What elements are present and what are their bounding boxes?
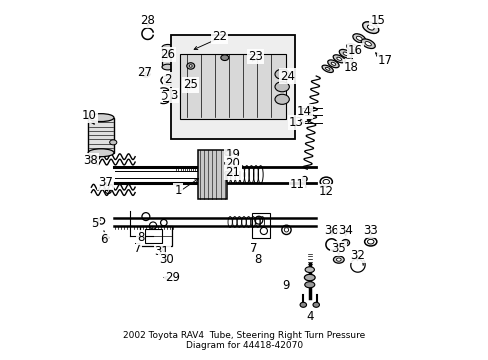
Text: 34: 34 [338, 224, 352, 237]
Text: 24: 24 [280, 69, 294, 82]
Ellipse shape [305, 267, 314, 273]
Ellipse shape [224, 151, 231, 156]
Text: 9: 9 [282, 279, 289, 292]
Ellipse shape [366, 25, 373, 30]
Ellipse shape [109, 140, 117, 145]
Ellipse shape [88, 114, 114, 122]
Bar [162, 47, 173, 67]
Text: 15: 15 [370, 14, 385, 27]
Ellipse shape [224, 161, 231, 166]
Text: 27: 27 [137, 66, 152, 79]
Ellipse shape [274, 69, 289, 79]
Text: 8: 8 [137, 231, 144, 244]
Text: 32: 32 [349, 249, 364, 262]
Text: 30: 30 [159, 253, 174, 266]
Ellipse shape [346, 44, 359, 52]
Text: 2002 Toyota RAV4  Tube, Steering Right Turn Pressure
Diagram for 44418-42070: 2002 Toyota RAV4 Tube, Steering Right Tu… [123, 331, 365, 350]
Ellipse shape [274, 82, 289, 92]
Text: 7: 7 [134, 242, 141, 255]
Text: 23: 23 [247, 50, 262, 63]
Ellipse shape [88, 149, 114, 157]
Ellipse shape [322, 65, 333, 72]
Bar [144, 229, 162, 243]
Ellipse shape [327, 60, 339, 68]
Bar [88, 118, 114, 153]
Text: 18: 18 [343, 60, 358, 73]
Text: 36: 36 [324, 224, 338, 237]
Circle shape [284, 228, 288, 232]
Ellipse shape [365, 41, 370, 46]
Ellipse shape [312, 302, 319, 307]
Text: 20: 20 [225, 157, 240, 170]
Ellipse shape [323, 180, 329, 184]
Circle shape [302, 176, 306, 181]
Ellipse shape [336, 258, 341, 261]
Text: 8: 8 [254, 253, 261, 266]
Text: 1: 1 [174, 184, 182, 197]
Bar [198, 150, 226, 199]
Ellipse shape [332, 55, 345, 63]
Text: 29: 29 [165, 271, 180, 284]
Text: 14: 14 [296, 105, 311, 118]
Text: 7: 7 [249, 242, 257, 255]
Ellipse shape [300, 302, 306, 307]
Bar [180, 54, 285, 119]
Ellipse shape [343, 52, 347, 55]
Ellipse shape [325, 67, 329, 70]
Text: 10: 10 [82, 109, 97, 122]
Ellipse shape [162, 44, 173, 50]
Ellipse shape [304, 274, 314, 281]
Ellipse shape [361, 39, 374, 49]
Bar [171, 35, 294, 139]
Ellipse shape [330, 62, 335, 66]
Text: 22: 22 [211, 30, 226, 43]
Text: 6: 6 [100, 233, 107, 246]
Ellipse shape [224, 171, 231, 176]
Text: 31: 31 [154, 245, 169, 258]
Ellipse shape [189, 65, 192, 67]
Ellipse shape [356, 36, 362, 40]
Text: 11: 11 [289, 178, 304, 191]
Ellipse shape [341, 239, 349, 246]
Ellipse shape [186, 63, 194, 69]
Text: 16: 16 [347, 44, 363, 57]
Text: 5: 5 [91, 217, 99, 230]
Ellipse shape [349, 46, 355, 50]
Text: 35: 35 [331, 242, 346, 255]
Text: 38: 38 [83, 154, 98, 167]
Text: 28: 28 [140, 14, 155, 27]
Ellipse shape [343, 241, 346, 244]
Text: 12: 12 [318, 185, 333, 198]
Ellipse shape [162, 64, 173, 70]
Text: 4: 4 [305, 310, 313, 323]
Ellipse shape [274, 94, 289, 104]
Text: 26: 26 [160, 48, 175, 61]
Ellipse shape [221, 55, 228, 60]
Ellipse shape [362, 22, 378, 33]
Text: 13: 13 [288, 116, 304, 129]
Text: 37: 37 [98, 176, 113, 189]
Ellipse shape [333, 256, 344, 263]
Bar [251, 213, 270, 238]
Ellipse shape [164, 78, 171, 82]
Ellipse shape [352, 34, 365, 43]
Ellipse shape [339, 49, 351, 58]
Text: 3: 3 [170, 89, 177, 102]
Ellipse shape [336, 57, 341, 60]
Bar [140, 226, 172, 246]
Ellipse shape [304, 282, 314, 288]
Text: 2: 2 [163, 73, 171, 86]
Text: 33: 33 [363, 224, 377, 237]
Text: 25: 25 [183, 78, 198, 91]
Text: 19: 19 [225, 148, 240, 161]
Ellipse shape [367, 239, 373, 244]
Text: 21: 21 [225, 166, 240, 179]
Text: 17: 17 [377, 54, 392, 67]
